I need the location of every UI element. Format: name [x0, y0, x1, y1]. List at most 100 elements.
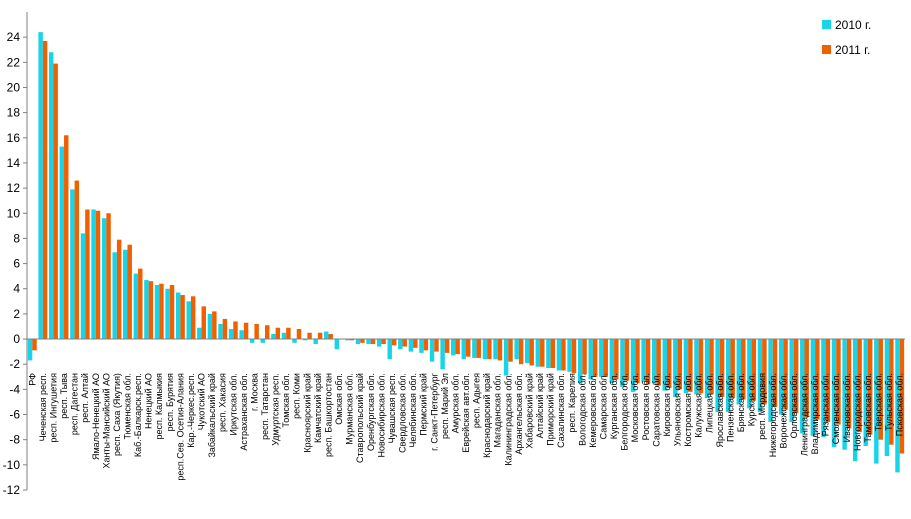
x-category-label: Белгородская обл. [620, 373, 630, 451]
bar-2011 [42, 40, 48, 340]
x-category-label: Пензенская обл. [725, 373, 735, 442]
bar-2011 [360, 339, 365, 343]
bar-2011 [529, 339, 534, 366]
bar-2011 [349, 339, 355, 341]
legend-label-2011: 2011 г. [835, 43, 870, 57]
x-category-label: Кемеровская обл. [588, 373, 598, 448]
x-category-label: Костромская обл. [683, 373, 693, 447]
x-category-label: РФ [27, 373, 37, 386]
bar-2010 [662, 339, 667, 391]
bar-2011 [212, 311, 217, 340]
x-category-label: Приморский край [546, 373, 556, 446]
x-category-label: респ. Тыва [59, 373, 69, 419]
bar-2011 [793, 339, 799, 414]
x-category-label: Астраханская обл. [239, 373, 249, 451]
bar-2010 [800, 339, 805, 434]
y-tick-label: 4 [13, 282, 20, 296]
y-tick-label: 18 [7, 106, 21, 120]
x-category-label: Воронежская обл. [778, 373, 788, 448]
x-category-label: респ. Коми [292, 373, 302, 419]
bar-2011 [846, 339, 852, 429]
bar-2011 [730, 339, 735, 399]
x-category-label: Рязанская обл. [821, 373, 831, 436]
bar-2010 [895, 339, 900, 473]
bar-2011 [95, 210, 101, 340]
bar-2010 [387, 339, 392, 360]
bar-2010 [101, 218, 107, 340]
x-category-label: Пермский край [419, 373, 429, 436]
bar-2011 [487, 339, 492, 360]
bar-2011 [751, 339, 757, 401]
y-tick-label: -8 [9, 433, 20, 447]
bar-2011 [148, 281, 154, 340]
y-tick-label: 20 [7, 80, 21, 94]
x-category-label: Оренбургская обл. [366, 373, 376, 451]
bar-2010 [408, 339, 414, 352]
bar-2011 [328, 334, 333, 340]
x-category-label: Калужская обл. [694, 373, 704, 438]
bar-2010 [271, 334, 276, 340]
bar-2011 [497, 339, 503, 361]
bar-2011 [783, 339, 788, 410]
bar-2010 [345, 339, 350, 341]
x-category-label: Архангельская обл. [514, 373, 524, 455]
bar-2011 [571, 339, 577, 374]
x-category-label: Алтайский край [535, 373, 545, 438]
x-category-label: Чеченская респ. [38, 373, 48, 441]
bar-2011 [455, 339, 460, 355]
bar-2011 [561, 339, 566, 371]
x-category-label: Московская обл. [630, 373, 640, 442]
bar-2010 [831, 339, 837, 448]
x-category-label: Кар.-Черкес.респ. [186, 373, 196, 448]
bar-2011 [592, 339, 598, 377]
bar-2010 [493, 339, 498, 360]
x-category-label: Ярославская обл. [715, 373, 725, 447]
bar-2011 [624, 339, 630, 381]
x-category-label: Нижегородская обл. [768, 373, 778, 457]
bar-2011 [370, 339, 376, 345]
x-category-label: Удмуртская респ. [271, 373, 281, 446]
x-category-label: Псковская обл. [895, 373, 905, 436]
bar-2010 [546, 339, 551, 368]
x-category-label: Ивановская обл. [842, 373, 852, 442]
x-category-label: респ. Карелия [567, 373, 577, 433]
y-tick-label: -10 [3, 458, 21, 472]
bar-2011 [709, 339, 714, 395]
bar-2010 [302, 339, 308, 341]
x-category-label: респ. Хакасия [218, 373, 228, 432]
bar-2011 [698, 339, 704, 394]
bar-2010 [842, 339, 847, 450]
bar-2011 [381, 339, 386, 345]
bar-2011 [233, 321, 238, 340]
bar-2010 [281, 332, 287, 340]
bar-2011 [32, 339, 37, 351]
x-category-label: Новгородская обл. [852, 373, 862, 451]
bar-2010 [757, 339, 763, 413]
x-category-label: Смоленская обл. [831, 373, 841, 444]
x-category-label: респ. Мордовия [757, 373, 767, 440]
bar-2010 [789, 339, 794, 423]
x-category-label: Сахалинская обл. [556, 373, 566, 448]
x-category-label: Амурская обл. [450, 373, 460, 433]
x-category-label: Магаданская обл. [493, 373, 503, 447]
bar-2011 [836, 339, 841, 425]
x-category-label: г. Санкт-Петербург [429, 372, 439, 450]
bar-2011 [815, 339, 820, 420]
bar-2010 [123, 249, 128, 340]
bar-2010 [112, 252, 117, 340]
bar-2010 [715, 339, 720, 413]
bar-2011 [889, 339, 894, 445]
bar-2010 [440, 339, 445, 370]
y-tick-label: 22 [7, 55, 21, 69]
x-category-label: респ. Марий Эл [440, 373, 450, 439]
bar-2010 [525, 339, 530, 363]
bar-2011 [857, 339, 862, 433]
bar-2010 [599, 339, 604, 377]
bar-2011 [413, 339, 418, 348]
bar-2010 [292, 339, 297, 343]
x-category-label: Мурманская обл. [345, 373, 355, 445]
y-tick-label: 8 [13, 231, 20, 245]
bar-2011 [688, 339, 693, 392]
bar-2011 [307, 332, 312, 340]
